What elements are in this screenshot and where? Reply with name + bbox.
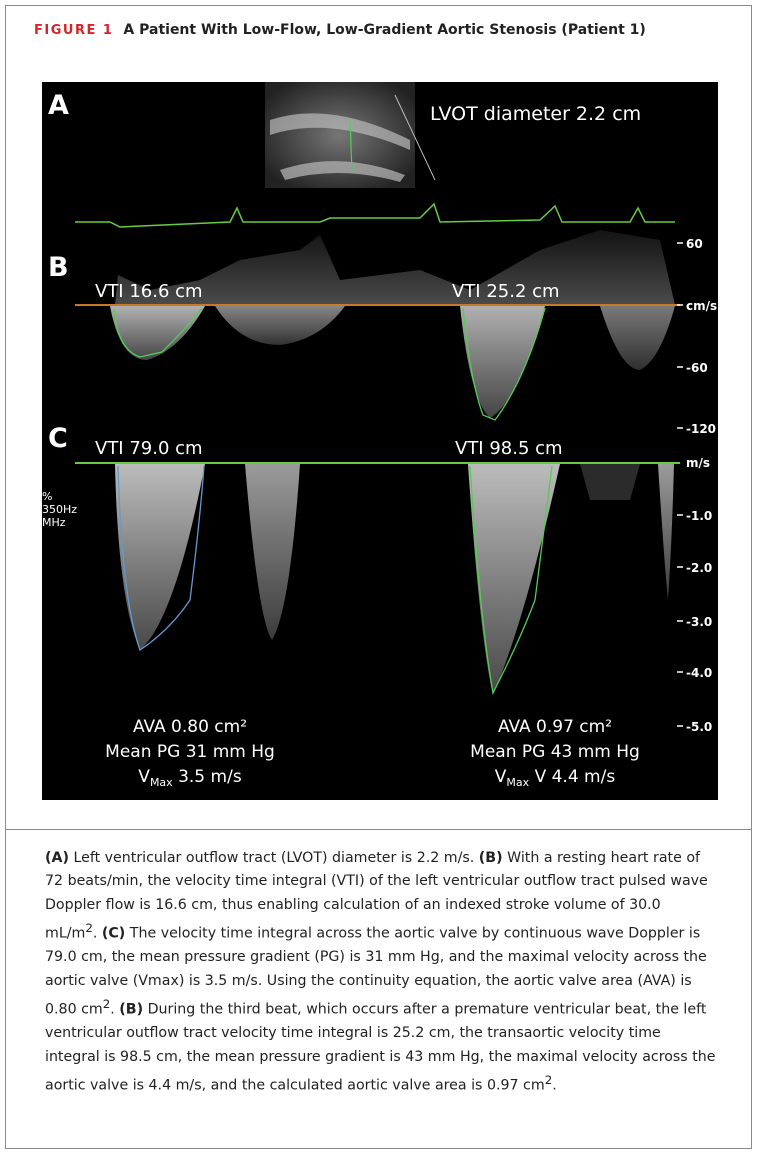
pw-flow (215, 306, 345, 345)
vmax-v: V (495, 767, 507, 787)
vti-trace (469, 465, 553, 696)
vti-label: VTI 79.0 cm (95, 438, 203, 459)
lvot-caliper (349, 119, 353, 173)
figure-header: FIGURE 1 A Patient With Low-Flow, Low-Gra… (34, 22, 646, 38)
scale-label: -1.0 (686, 509, 712, 523)
scale-label: -5.0 (686, 720, 712, 734)
caption-text: During the third beat, which occurs afte… (45, 1001, 716, 1094)
cw-flow (115, 464, 205, 650)
lvot-label: LVOT diameter 2.2 cm (430, 103, 641, 125)
vmax: VMax V 4.4 m/s (495, 767, 616, 789)
scale-label: m/s (686, 456, 710, 470)
divider (5, 829, 751, 830)
caption-text: . (110, 1001, 120, 1018)
ava: AVA 0.97 cm² (498, 717, 612, 737)
measurements: AVA 0.80 cm² Mean PG 31 mm Hg VMax 3.5 m… (105, 717, 640, 789)
caption-ref: (B) (478, 850, 503, 866)
vmax-value: V 4.4 m/s (529, 767, 615, 787)
mean-pg: Mean PG 31 mm Hg (105, 742, 275, 762)
caption-text: The velocity time integral across the ao… (45, 925, 707, 1018)
setting-text: 350Hz (42, 503, 77, 516)
pw-flow (460, 306, 545, 418)
setting-text: % (42, 490, 52, 503)
caption-text: Left ventricular outflow tract (LVOT) di… (68, 850, 479, 866)
vmax-value: 3.5 m/s (173, 767, 242, 787)
cw-flow (468, 464, 560, 695)
cw-flow (245, 464, 300, 640)
scale-c: m/s -1.0 -2.0 -3.0 -4.0 -5.0 (686, 456, 712, 734)
scale-label: -60 (686, 361, 708, 375)
caption-ref: (B) (119, 1001, 144, 1018)
ultrasound-view (265, 82, 415, 188)
caption-text: . (552, 1077, 557, 1094)
vti-trace (113, 307, 203, 358)
vti-trace (117, 465, 205, 652)
caption-text: . (92, 925, 102, 942)
panel-label: B (48, 252, 69, 283)
figure-title: A Patient With Low-Flow, Low-Gradient Ao… (123, 22, 646, 38)
pw-flow (600, 306, 675, 370)
scale-b: 60 cm/s -60 -120 (686, 237, 717, 436)
superscript: 2 (544, 1073, 553, 1088)
vmax: VMax 3.5 m/s (138, 767, 242, 789)
scale-label: -2.0 (686, 561, 712, 575)
settings: % 350Hz MHz (42, 490, 77, 529)
depth-marker (394, 94, 436, 181)
panel-label: A (48, 90, 69, 121)
cw-flow (658, 464, 674, 600)
scale-label: cm/s (686, 299, 717, 313)
ecg-trace (75, 202, 675, 228)
vmax-v: V (138, 767, 150, 787)
panel-label: C (48, 423, 68, 454)
ava: AVA 0.80 cm² (133, 717, 247, 737)
echo-image: A B C LVOT diameter 2.2 cm VTI 16.6 cm V… (42, 82, 718, 800)
superscript: 2 (85, 921, 93, 936)
setting-text: MHz (42, 516, 66, 529)
vti-label: VTI 16.6 cm (95, 281, 203, 302)
scale-label: -3.0 (686, 615, 712, 629)
figure-frame (5, 5, 752, 1149)
vti-label: VTI 25.2 cm (452, 281, 560, 302)
cw-noise (580, 464, 640, 500)
vti-label: VTI 98.5 cm (455, 438, 563, 459)
figure-label: FIGURE 1 (34, 23, 114, 38)
doppler-noise (75, 230, 675, 305)
pw-flow (110, 306, 205, 360)
image-background (42, 82, 718, 800)
scale-label: -4.0 (686, 666, 712, 680)
caption-ref: (C) (101, 925, 126, 942)
mean-pg: Mean PG 43 mm Hg (470, 742, 640, 762)
superscript: 2 (102, 997, 111, 1012)
vmax-sub: Max (150, 776, 173, 789)
caption: (A) Left ventricular outflow tract (LVOT… (45, 847, 717, 1098)
scale-label: 60 (686, 237, 703, 251)
caption-ref: (A) (45, 850, 69, 866)
vti-trace (462, 307, 546, 421)
vmax-sub: Max (506, 776, 529, 789)
scale-ticks (677, 242, 683, 727)
caption-text: With a resting heart rate of 72 beats/mi… (45, 850, 708, 942)
ultrasound-structure (270, 113, 410, 182)
scale-label: -120 (686, 422, 716, 436)
